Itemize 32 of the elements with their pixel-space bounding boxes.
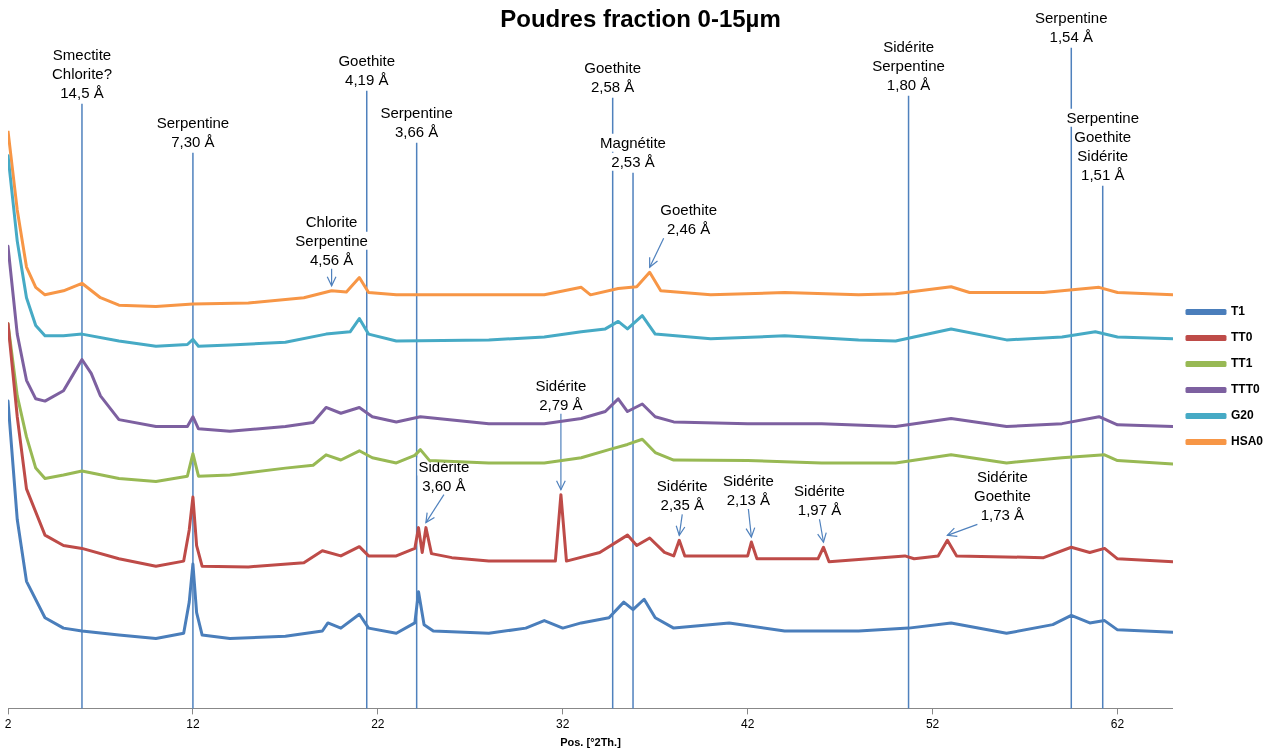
legend-label: G20 bbox=[1230, 408, 1254, 423]
annotation: Chlorite Serpentine 4,56 Å bbox=[295, 212, 368, 268]
ref-line-label: Smectite Chlorite? 14,5 Å bbox=[51, 45, 112, 101]
annotation: Sidérite 2,79 Å bbox=[535, 376, 587, 413]
ref-line-label: Goethite 4,19 Å bbox=[338, 51, 396, 88]
ref-line-label: Serpentine 7,30 Å bbox=[156, 113, 230, 150]
annotation: Sidérite Goethite 1,73 Å bbox=[974, 468, 1031, 524]
ref-line-label: Sidérite Serpentine 1,80 Å bbox=[872, 37, 945, 93]
legend-label: T1 bbox=[1230, 304, 1246, 319]
x-axis-title: Pos. [°2Th.] bbox=[560, 736, 622, 749]
legend-label: TT0 bbox=[1230, 330, 1253, 345]
ref-line-label: Serpentine Goethite Sidérite 1,51 Å bbox=[1066, 108, 1139, 183]
legend-label: HSA0 bbox=[1230, 434, 1264, 449]
ref-line-label: Serpentine 3,66 Å bbox=[380, 103, 453, 140]
ref-line-label: Magnétite 2,53 Å bbox=[600, 133, 666, 170]
x-tick-label: 62 bbox=[1110, 716, 1125, 731]
legend-label: TTT0 bbox=[1230, 382, 1260, 397]
annotation: Sidérite 2,13 Å bbox=[722, 472, 774, 509]
x-tick-label: 52 bbox=[925, 716, 940, 731]
chart-title: Poudres fraction 0-15µm bbox=[500, 5, 781, 33]
annotation: Goethite 2,46 Å bbox=[660, 201, 718, 238]
x-tick-label: 42 bbox=[741, 716, 755, 731]
x-tick-label: 32 bbox=[556, 716, 570, 731]
annotation: Sidérite 1,97 Å bbox=[794, 482, 845, 519]
annotation: Sidérite 2,35 Å bbox=[656, 477, 708, 514]
ref-line-label: Serpentine 1,54 Å bbox=[1035, 8, 1108, 45]
x-tick-label: 2 bbox=[4, 716, 12, 731]
legend-label: TT1 bbox=[1230, 356, 1253, 371]
annotation: Sidérite 3,60 Å bbox=[418, 457, 470, 494]
x-tick-label: 22 bbox=[371, 716, 385, 731]
x-tick-label: 12 bbox=[186, 716, 200, 731]
ref-line-label: Goethite 2,58 Å bbox=[584, 58, 642, 95]
